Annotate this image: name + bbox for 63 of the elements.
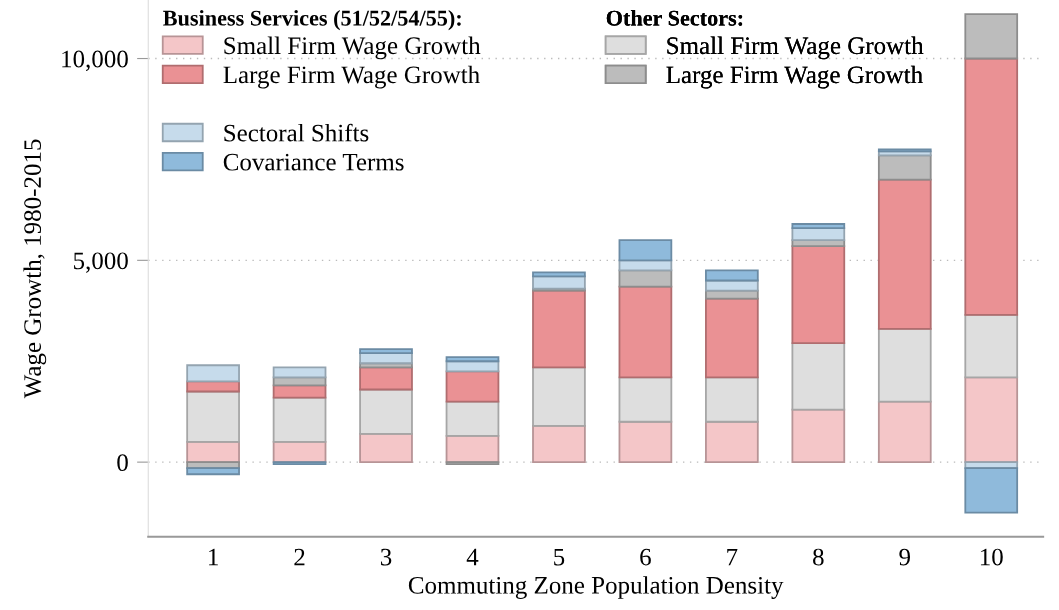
legend-label: Sectoral Shifts — [224, 123, 369, 142]
y-tick-label: 5,000 — [74, 252, 128, 273]
bar — [877, 154, 932, 181]
bar — [705, 269, 759, 282]
bar — [272, 396, 327, 443]
bar — [964, 376, 1019, 464]
x-tick-label: 4 — [466, 548, 479, 566]
bar — [186, 467, 240, 476]
bar — [272, 366, 327, 379]
bar — [877, 178, 932, 330]
bar — [618, 376, 673, 423]
x-tick-label: 6 — [640, 548, 651, 566]
x-tick-label: 2 — [294, 548, 305, 566]
bar — [791, 342, 846, 411]
bar — [359, 366, 413, 391]
bar — [964, 313, 1019, 379]
bar — [877, 148, 932, 153]
bar — [705, 297, 759, 379]
legend-label: Covariance Terms — [223, 153, 404, 171]
bar — [532, 289, 586, 369]
x-tick-label: 3 — [380, 548, 392, 566]
y-tick-label: 0 — [117, 454, 128, 472]
bar — [618, 239, 673, 262]
bar — [272, 461, 327, 466]
text: Other Sectors: — [606, 10, 743, 26]
legend-label: Small Firm Wage Growth — [667, 36, 924, 60]
bar — [705, 279, 759, 292]
bar — [705, 376, 759, 423]
bar — [877, 328, 932, 403]
bar — [964, 467, 1019, 514]
x-axis-title: Commuting Zone Population Density — [408, 576, 784, 599]
bar — [359, 432, 413, 464]
bar — [705, 420, 759, 464]
x-tick-label: 5 — [554, 548, 565, 566]
bar — [445, 461, 500, 466]
legend-label: Large Firm Wage Growth — [223, 65, 480, 89]
bar — [186, 390, 240, 443]
bar — [445, 356, 500, 363]
text: Business Services (51/52/54/55): — [163, 10, 461, 31]
bar — [964, 57, 1019, 316]
bar — [791, 245, 846, 344]
x-tick-label: 10 — [980, 548, 1003, 566]
bar — [445, 400, 500, 437]
bar — [618, 420, 673, 464]
bar — [791, 408, 846, 464]
y-tick-label: 10,000 — [62, 50, 128, 72]
x-tick-label: 7 — [727, 548, 738, 566]
bar — [532, 424, 586, 464]
x-tick-label: 1 — [209, 548, 218, 566]
y-axis-title: Wage Growth, 1980-2015 — [23, 139, 47, 399]
bar — [618, 285, 673, 379]
bar — [359, 348, 413, 355]
bar — [877, 400, 932, 464]
bar — [359, 388, 413, 435]
legend-label: Small Firm Wage Growth — [224, 36, 481, 60]
bar — [791, 223, 846, 229]
bar — [532, 366, 586, 427]
bar — [964, 13, 1019, 60]
legend-label: Large Firm Wage Growth — [666, 65, 923, 89]
bar — [186, 364, 240, 383]
x-tick-label: 8 — [813, 548, 824, 566]
x-tick-label: 9 — [899, 548, 911, 566]
bar — [445, 370, 500, 403]
